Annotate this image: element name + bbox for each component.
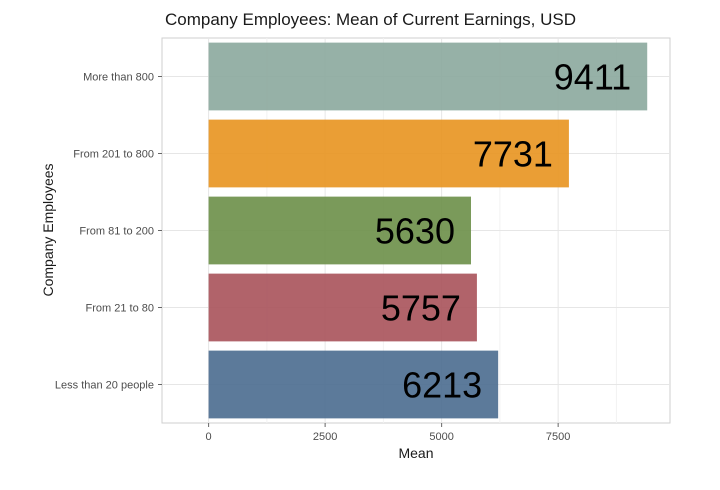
x-tick-label: 0 (206, 431, 212, 443)
data-label-4: 7731 (473, 134, 553, 175)
data-label-3: 5630 (375, 211, 455, 252)
x-axis-ticks: 0 2500 5000 7500 (206, 423, 570, 443)
data-label-1: 6213 (402, 365, 482, 406)
bar-4 (208, 119, 569, 188)
bar-2 (208, 273, 477, 342)
y-axis-ticks: Less than 20 people From 21 to 80 From 81 … (55, 72, 162, 392)
y-tick-label: From 21 to 80 (86, 303, 154, 315)
bar-3 (208, 196, 471, 265)
chart-title: Company Employees: Mean of Current Earni… (165, 10, 577, 29)
x-axis-title: Mean (398, 445, 433, 461)
bars (208, 42, 648, 419)
y-tick-label: From 201 to 800 (73, 149, 154, 161)
y-axis-title: Company Employees (40, 163, 56, 296)
data-label-5: 9411 (554, 57, 631, 98)
x-tick-label: 5000 (429, 431, 453, 443)
y-tick-label: From 81 to 200 (79, 226, 154, 238)
data-label-2: 5757 (381, 288, 461, 329)
x-tick-label: 2500 (313, 431, 337, 443)
bar-1 (208, 350, 499, 419)
y-tick-label: More than 800 (83, 72, 154, 84)
x-tick-label: 7500 (546, 431, 570, 443)
y-tick-label: Less than 20 people (55, 380, 154, 392)
bar-5 (208, 42, 648, 111)
